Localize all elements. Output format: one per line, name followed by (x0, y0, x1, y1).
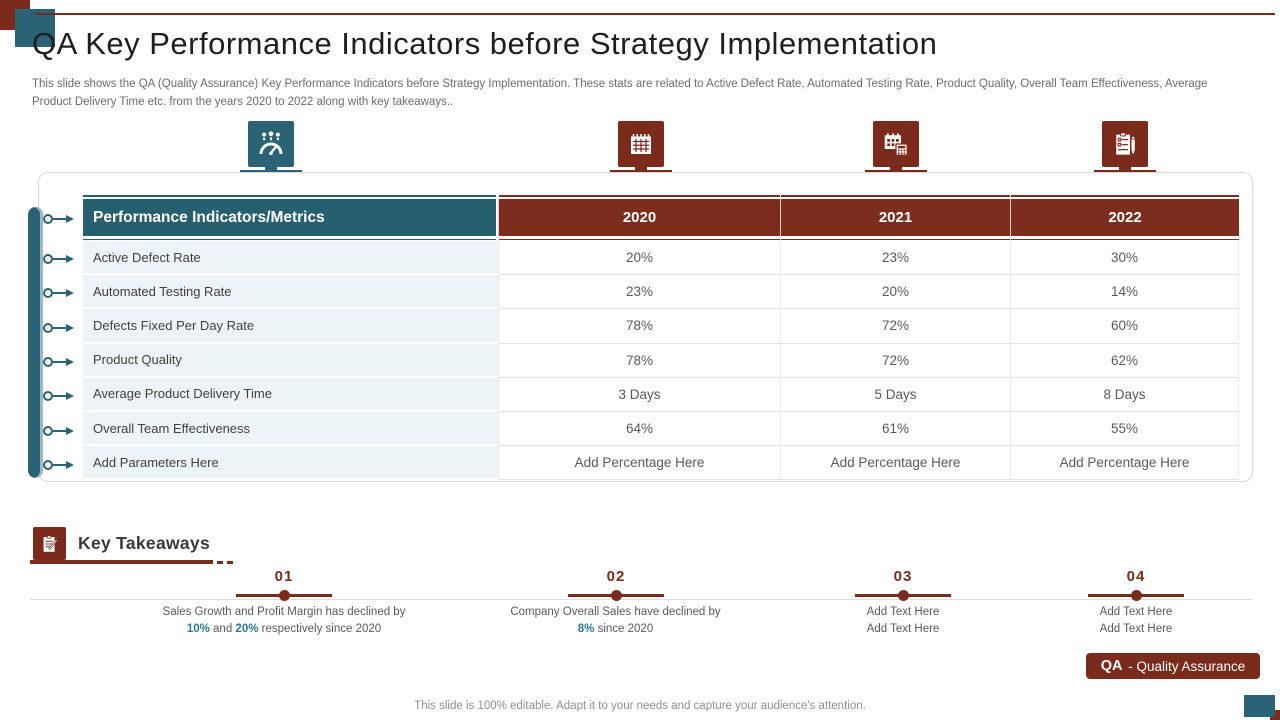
takeaway-highlight: 10% (186, 623, 210, 636)
cell-value: 62% (1010, 343, 1239, 378)
takeaway-number: 04 (1126, 568, 1146, 585)
cell-value: 78% (498, 343, 780, 378)
page-title: QA Key Performance Indicators before Str… (32, 26, 938, 61)
cell-value: Add Percentage Here (498, 446, 780, 481)
takeaway-text: Sales Growth and Profit Margin has decli… (154, 604, 414, 639)
timeline-dot (1130, 590, 1142, 601)
takeaway-number: 01 (274, 568, 294, 585)
takeaway-highlight: 8% (577, 623, 595, 636)
timeline-dot (897, 590, 909, 601)
cell-value: 30% (1010, 241, 1239, 276)
timeline-segment (568, 590, 664, 601)
takeaway-item-04: 04 Add Text Here Add Text Here (1006, 568, 1266, 639)
cell-value: Add Percentage Here (780, 446, 1010, 481)
table-body: Active Defect Rate 20% 23% 30% Automated… (83, 241, 1239, 481)
cell-value: 3 Days (498, 377, 780, 412)
row-bullet-arrow-icon (42, 389, 76, 401)
corner-accent-maroon-bottom (1270, 710, 1280, 720)
cell-value: 72% (780, 309, 1010, 344)
takeaway-text-part: Company Overall Sales have declined by (510, 606, 721, 618)
takeaway-item-02: 02 Company Overall Sales have declined b… (486, 568, 746, 639)
row-bullet-arrow-icon (42, 252, 76, 264)
takeaway-text: Company Overall Sales have declined by 8… (508, 604, 723, 639)
takeaway-text-part: respectively since 2020 (258, 623, 382, 636)
cell-value: 20% (498, 241, 780, 276)
table-header-2022: 2022 (1010, 195, 1239, 240)
cell-value: 61% (780, 411, 1010, 447)
cell-value: 8 Days (1010, 377, 1239, 412)
cell-value: 23% (498, 275, 780, 310)
takeaways-timeline (30, 599, 1252, 600)
table-header-2021: 2021 (780, 195, 1010, 240)
row-bullet-arrow-icon (42, 458, 76, 470)
underline-dash (217, 561, 223, 564)
cell-value: 64% (498, 411, 780, 447)
table-header: Performance Indicators/Metrics 2020 2021… (83, 195, 1239, 240)
takeaway-text-part: and (209, 623, 236, 636)
corner-accent-teal-bottom (1244, 695, 1275, 717)
takeaway-text-line: Add Text Here (1099, 623, 1173, 636)
row-label: Average Product Delivery Time (83, 377, 498, 412)
calendar-calculator-icon (873, 121, 919, 167)
cell-value: 23% (780, 241, 1010, 276)
clipboard-pencil-icon (1102, 121, 1148, 167)
row-bullet-arrow-icon (42, 286, 76, 298)
corner-accent-teal (15, 9, 55, 47)
calendar-icon (618, 121, 664, 167)
key-takeaways-title: Key Takeaways (78, 533, 210, 553)
performance-gauge-icon (248, 121, 294, 167)
row-label: Defects Fixed Per Day Rate (83, 309, 498, 344)
takeaway-highlight: 20% (235, 623, 259, 636)
takeaway-text-part: since 2020 (594, 623, 654, 636)
row-label: Overall Team Effectiveness (83, 411, 498, 447)
top-divider-line (35, 13, 1275, 15)
row-label: Automated Testing Rate (83, 275, 498, 310)
badge-text: - Quality Assurance (1128, 658, 1246, 674)
row-label: Active Defect Rate (83, 241, 498, 276)
takeaway-text: Add Text Here Add Text Here (1006, 604, 1266, 639)
table-header-metrics: Performance Indicators/Metrics (83, 195, 496, 240)
cell-value: 72% (780, 343, 1010, 378)
cell-value: 5 Days (780, 377, 1010, 412)
takeaway-text-line: Add Text Here (866, 606, 940, 618)
cell-value: 78% (498, 309, 780, 344)
row-bullet-arrow-icon (42, 212, 76, 224)
row-bullet-arrow-icon (42, 424, 76, 436)
cell-value: 60% (1010, 309, 1239, 344)
badge-abbr: QA (1100, 658, 1123, 674)
key-takeaways-icon (33, 527, 66, 560)
timeline-segment (855, 590, 951, 601)
timeline-segment (1088, 590, 1184, 601)
takeaway-item-01: 01 Sales Growth and Profit Margin has de… (154, 568, 414, 639)
key-takeaways-underline (30, 560, 213, 564)
slide-description: This slide shows the QA (Quality Assuran… (32, 78, 1208, 108)
cell-value: 14% (1010, 275, 1239, 310)
takeaway-text-part: Sales Growth and Profit Margin has decli… (162, 606, 406, 618)
timeline-dot (278, 590, 290, 601)
cell-value: Add Percentage Here (1010, 446, 1239, 481)
takeaway-text-line: Add Text Here (1099, 606, 1173, 618)
takeaway-number: 02 (606, 568, 626, 585)
icon-group-2020 (581, 121, 701, 196)
row-label: Add Parameters Here (83, 446, 498, 481)
row-label: Product Quality (83, 343, 498, 378)
underline-dash (227, 561, 233, 564)
timeline-dot (610, 590, 622, 601)
takeaway-text: Add Text Here Add Text Here (773, 604, 1033, 639)
row-bullet-arrow-icon (42, 321, 76, 333)
takeaway-text-line: Add Text Here (866, 623, 940, 636)
cell-value: 20% (780, 275, 1010, 310)
takeaway-number: 03 (893, 568, 913, 585)
takeaway-item-03: 03 Add Text Here Add Text Here (773, 568, 1033, 639)
timeline-segment (236, 590, 332, 601)
table-header-2020: 2020 (498, 195, 780, 240)
footer-note: This slide is 100% editable. Adapt it to… (414, 700, 866, 712)
cell-value: 55% (1010, 411, 1239, 447)
qa-abbreviation-badge: QA - Quality Assurance (1086, 653, 1260, 679)
table-side-bar (28, 207, 43, 478)
row-bullet-arrow-icon (42, 355, 76, 367)
